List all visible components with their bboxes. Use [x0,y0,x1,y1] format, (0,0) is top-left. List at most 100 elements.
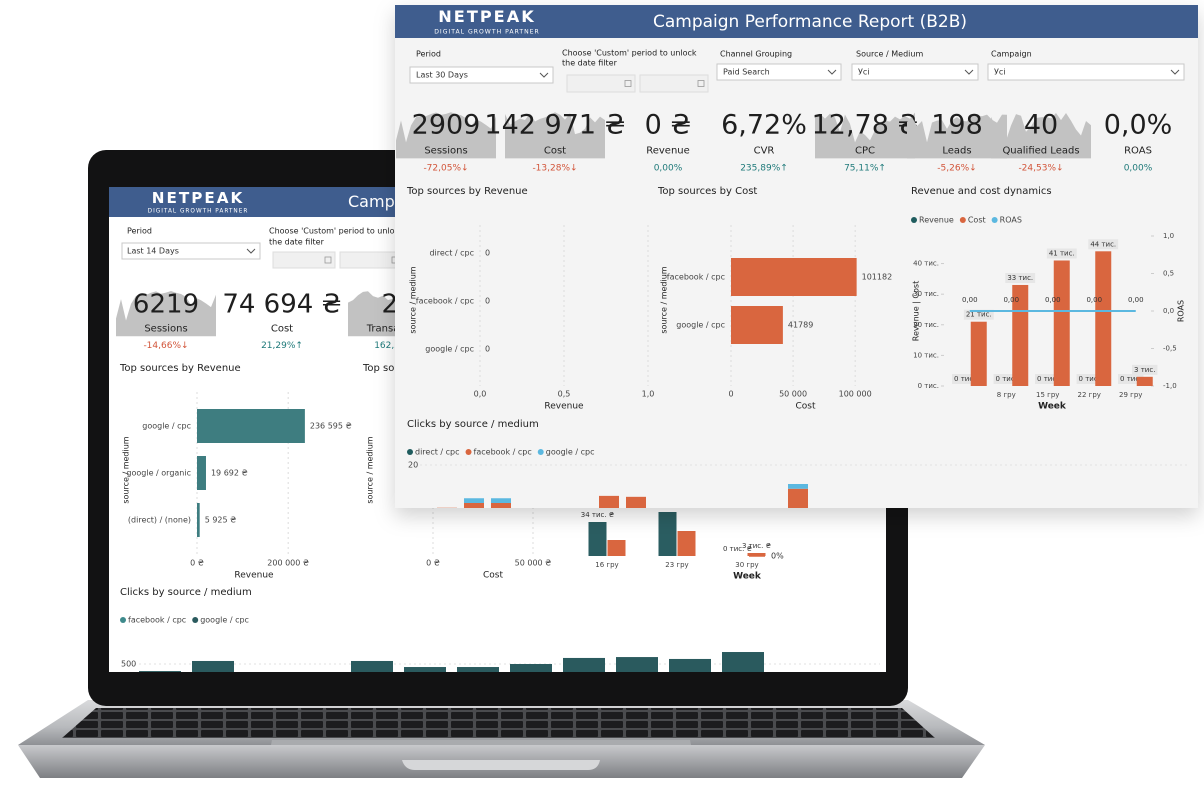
chart-title: Top sources by Revenue [406,186,528,197]
data-label: 3 тис. [1134,366,1155,374]
bar [197,503,200,537]
dropdown[interactable] [987,63,1185,81]
bar-segment [563,657,605,672]
data-label: 21 тис. [966,311,992,319]
y-axis-title: Revenue | Cost [912,281,921,341]
x-tick-label: 1,0 [642,390,655,399]
x-tick-label: 0 ₴ [426,559,440,568]
data-label: 0 [485,345,490,354]
data-label: 41789 [788,321,813,330]
dropdown[interactable] [716,63,842,81]
data-label: 0 тис. [996,375,1017,383]
data-label: 19 692 ₴ [211,469,248,478]
y2-tick-label: 0,5 [1163,270,1174,278]
legend-label: facebook / cpc [128,616,186,625]
data-label: 0 [485,297,490,306]
dropdown[interactable] [121,242,261,260]
kpi-change: -14,66%↓ [143,341,188,351]
y-tick-label: google / cpc [142,422,191,431]
calendar-icon [624,80,632,87]
date-input[interactable] [566,74,636,93]
data-label-bg [1132,364,1158,375]
y2-tick-label: -1,0 [1163,382,1177,390]
laptop-base [18,700,985,778]
calendar-icon [324,256,332,264]
bar [1136,376,1153,386]
y-tick-label: 500 [121,660,136,669]
x-tick-label: 8 гру [997,391,1016,399]
chart-title: Top sources by Cost [657,186,757,197]
bar-segment [510,664,552,672]
data-label: 0,00 [1045,296,1061,304]
bar [677,531,696,556]
bar [1053,260,1070,386]
y2-tick-label: 1,0 [1163,232,1174,240]
data-label: 3 тис. ₴ [742,542,772,550]
date-input[interactable] [272,251,336,269]
kpi-label: Leads [942,145,971,156]
filter-value: Усі [858,68,870,77]
dropdown[interactable] [409,66,554,84]
data-label: 0 тис. [1037,375,1058,383]
filter-value: Paid Search [723,68,770,77]
header-bar [395,5,1198,38]
bar [747,553,766,556]
dropdown[interactable] [851,63,979,81]
chart-title: Clicks by source / medium [407,419,539,430]
chart-title: Top sources by Revenue [119,363,241,374]
kpi-value: 12,78 ₴ [812,110,919,141]
dropdown-chevron [246,248,256,254]
kpi-label: ROAS [1124,145,1152,156]
y-tick-label: 0 тис. [918,382,939,390]
logo-tagline: DIGITAL GROWTH PARTNER [434,28,540,35]
filter-label: Choose 'Custom' period to unlock [562,49,697,58]
legend-label: direct / cpc [415,448,460,457]
kpi-value: 198 [931,110,983,141]
x-tick-label: 29 гру [1119,391,1142,399]
data-label-bg [1046,248,1077,259]
kpi-value: 40 [1024,110,1058,141]
x-tick-label: 100 000 [839,390,872,399]
kpi-change: 0,00% [1124,163,1153,173]
y-axis-title: source / medium [366,436,375,503]
bar-segment [404,667,446,672]
data-label: 33 тис. [1007,274,1033,282]
date-input[interactable] [639,74,709,93]
date-input[interactable] [339,251,403,269]
x-tick-label: 15 гру [1036,391,1059,399]
kpi-value: 2909 [412,110,481,141]
filter-label: the date filter [562,59,618,68]
x-axis-title: Week [733,572,762,582]
y2-tick-label: 0,0 [1163,307,1174,315]
dropdown-chevron [1170,69,1180,75]
legend-swatch [407,449,413,455]
bar [731,306,783,344]
legend-label: Cost [968,216,986,225]
kpi-change: -13,28%↓ [532,163,577,173]
bar [197,456,206,490]
bar [1095,251,1112,386]
calendar-icon [697,80,705,87]
x-tick-label: 0,0 [474,390,487,399]
legend-swatch [959,217,966,223]
logo: NETPEAK [152,189,244,207]
data-label: 0 [485,249,490,258]
kpi-sparkline [396,112,496,159]
kpi-value: 6,72% [721,110,807,141]
data-label: 34 тис. ₴ [581,511,615,519]
data-label: 0 тис. [1120,375,1141,383]
kpi-change: 235,89%↑ [740,163,788,173]
bar-segment [464,503,484,508]
data-label: 0,00 [1003,296,1019,304]
data-label-bg [1118,374,1144,384]
data-label-bg [963,309,994,320]
legend-label: Revenue [919,216,954,225]
kpi-label: Sessions [424,145,467,156]
kpi-sparkline [815,112,915,159]
chart-title: Revenue and cost dynamics [911,186,1052,197]
bar-segment [669,658,711,672]
report-dashboard: NETPEAK DIGITAL GROWTH PARTNER Campaign Pe… [395,5,1198,508]
kpi-change: 0,00% [654,163,683,173]
y-tick-label: direct / cpc [429,249,474,258]
